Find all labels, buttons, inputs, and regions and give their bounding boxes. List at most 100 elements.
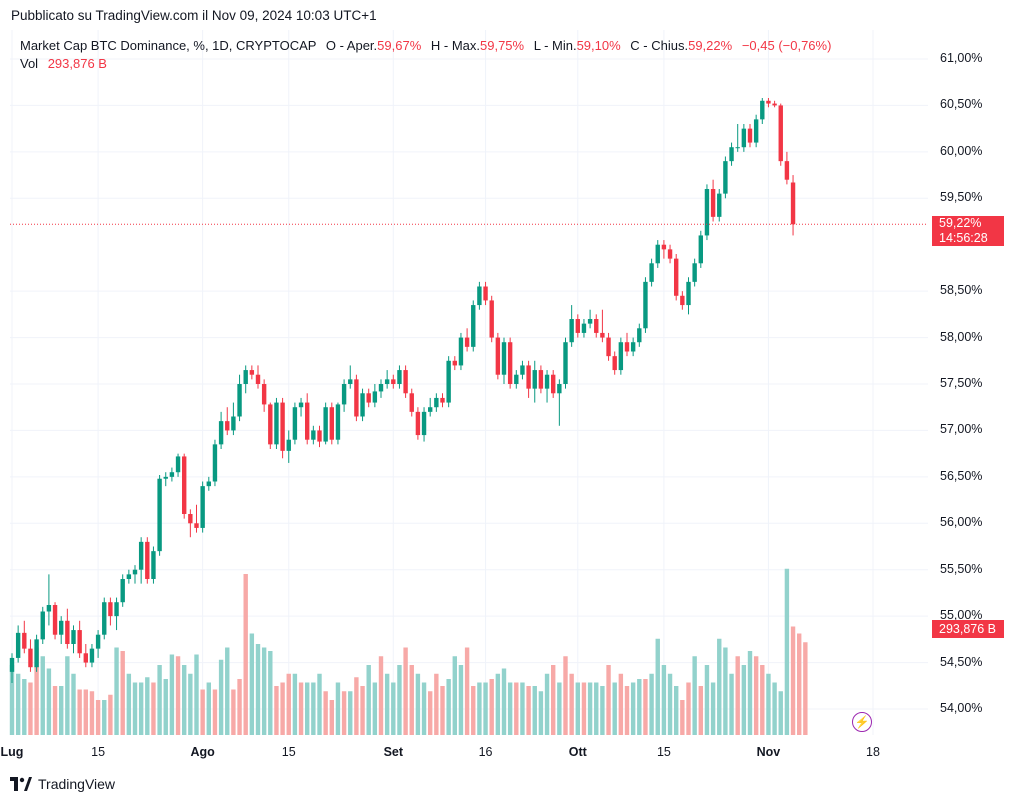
candle — [458, 332, 464, 371]
candle — [563, 337, 568, 389]
lightning-alert-icon[interactable]: ⚡ — [852, 712, 872, 732]
volume-bar — [108, 694, 113, 735]
candle — [71, 625, 76, 654]
candle-body — [698, 235, 703, 264]
volume-bar — [286, 673, 291, 735]
candle-body — [138, 541, 144, 570]
volume-bar — [784, 568, 790, 735]
candle — [52, 602, 58, 640]
volume-bar — [495, 673, 501, 735]
volume-bar — [741, 665, 747, 735]
volume-bar — [120, 651, 125, 735]
high-label: H - Max. — [430, 38, 480, 53]
x-tick-label: 16 — [478, 745, 493, 759]
candle — [760, 98, 765, 124]
volume-bar — [655, 638, 660, 735]
volume-bar — [507, 682, 513, 735]
candle — [538, 365, 544, 394]
candle-body — [514, 374, 519, 384]
candle — [341, 379, 347, 412]
candle-body — [175, 456, 181, 473]
x-tick-label: Ott — [568, 745, 587, 759]
volume-bar — [206, 682, 211, 735]
volume-bar — [704, 665, 710, 735]
volume-bar — [600, 686, 605, 735]
candle-body — [778, 105, 783, 162]
candle-body — [612, 356, 617, 371]
candle-body — [237, 384, 242, 417]
candle — [680, 291, 685, 310]
volume-bar — [686, 682, 691, 735]
candle-body — [372, 391, 378, 403]
volume-bar — [717, 638, 722, 735]
volume-bar — [618, 673, 624, 735]
candle — [46, 574, 52, 626]
candle-body — [717, 193, 722, 217]
candle-body — [594, 319, 599, 333]
volume-bar — [458, 665, 464, 735]
candle — [169, 467, 175, 482]
candle — [471, 300, 476, 352]
tradingview-logo[interactable]: TradingView — [10, 776, 115, 792]
volume-bar — [729, 673, 734, 735]
candle-body — [354, 379, 359, 417]
volume-bar — [163, 679, 168, 735]
candle-body — [163, 476, 168, 479]
candle-body — [52, 605, 58, 635]
candle — [286, 430, 291, 463]
y-tick-label: 61,00% — [940, 51, 983, 65]
candle-body — [667, 249, 673, 259]
candle-body — [157, 478, 162, 552]
candle — [446, 356, 451, 408]
volume-legend: Vol 293,876 B — [20, 56, 107, 71]
volume-bar — [735, 656, 740, 735]
volume-bar — [212, 689, 218, 735]
volume-bar — [581, 682, 587, 735]
volume-bar — [680, 700, 685, 735]
candle-body — [458, 337, 464, 366]
candle — [132, 565, 138, 584]
volume-bar — [569, 673, 574, 735]
candle-body — [34, 639, 39, 668]
candle — [83, 644, 88, 668]
candle — [551, 370, 556, 398]
candle-body — [360, 393, 365, 417]
x-tick-label: Lug — [0, 745, 24, 759]
volume-bar — [9, 665, 15, 735]
candle-body — [286, 439, 291, 451]
volume-bar — [292, 673, 298, 735]
candle-body — [231, 416, 236, 431]
volume-bar — [538, 691, 544, 735]
volume-bar — [59, 686, 64, 735]
volume-bar — [403, 647, 408, 735]
candle — [655, 240, 660, 268]
volume-bar — [643, 679, 648, 735]
candle — [674, 254, 679, 301]
volume-bar — [606, 665, 611, 735]
candle — [587, 309, 593, 329]
candle-body — [766, 100, 771, 104]
candle — [360, 388, 365, 422]
volume-bar — [661, 665, 667, 735]
volume-bar — [471, 686, 476, 735]
candle-body — [520, 365, 525, 375]
volume-bar — [52, 686, 58, 735]
volume-bar — [261, 647, 267, 735]
candle — [249, 365, 255, 380]
volume-bar — [803, 642, 808, 735]
volume-bar — [317, 673, 322, 735]
volume-bar — [255, 644, 261, 735]
candle-body — [132, 569, 138, 575]
volume-bar — [526, 686, 531, 735]
volume-bar — [428, 691, 433, 735]
candle — [28, 639, 33, 672]
last-price-tag: 59,22% 14:56:28 — [932, 216, 1004, 247]
candle-body — [674, 258, 679, 296]
candle — [280, 397, 285, 459]
candle — [95, 630, 101, 658]
candle-body — [489, 300, 494, 338]
candle-body — [46, 605, 52, 612]
volume-bar — [71, 673, 76, 735]
candle — [145, 537, 150, 584]
